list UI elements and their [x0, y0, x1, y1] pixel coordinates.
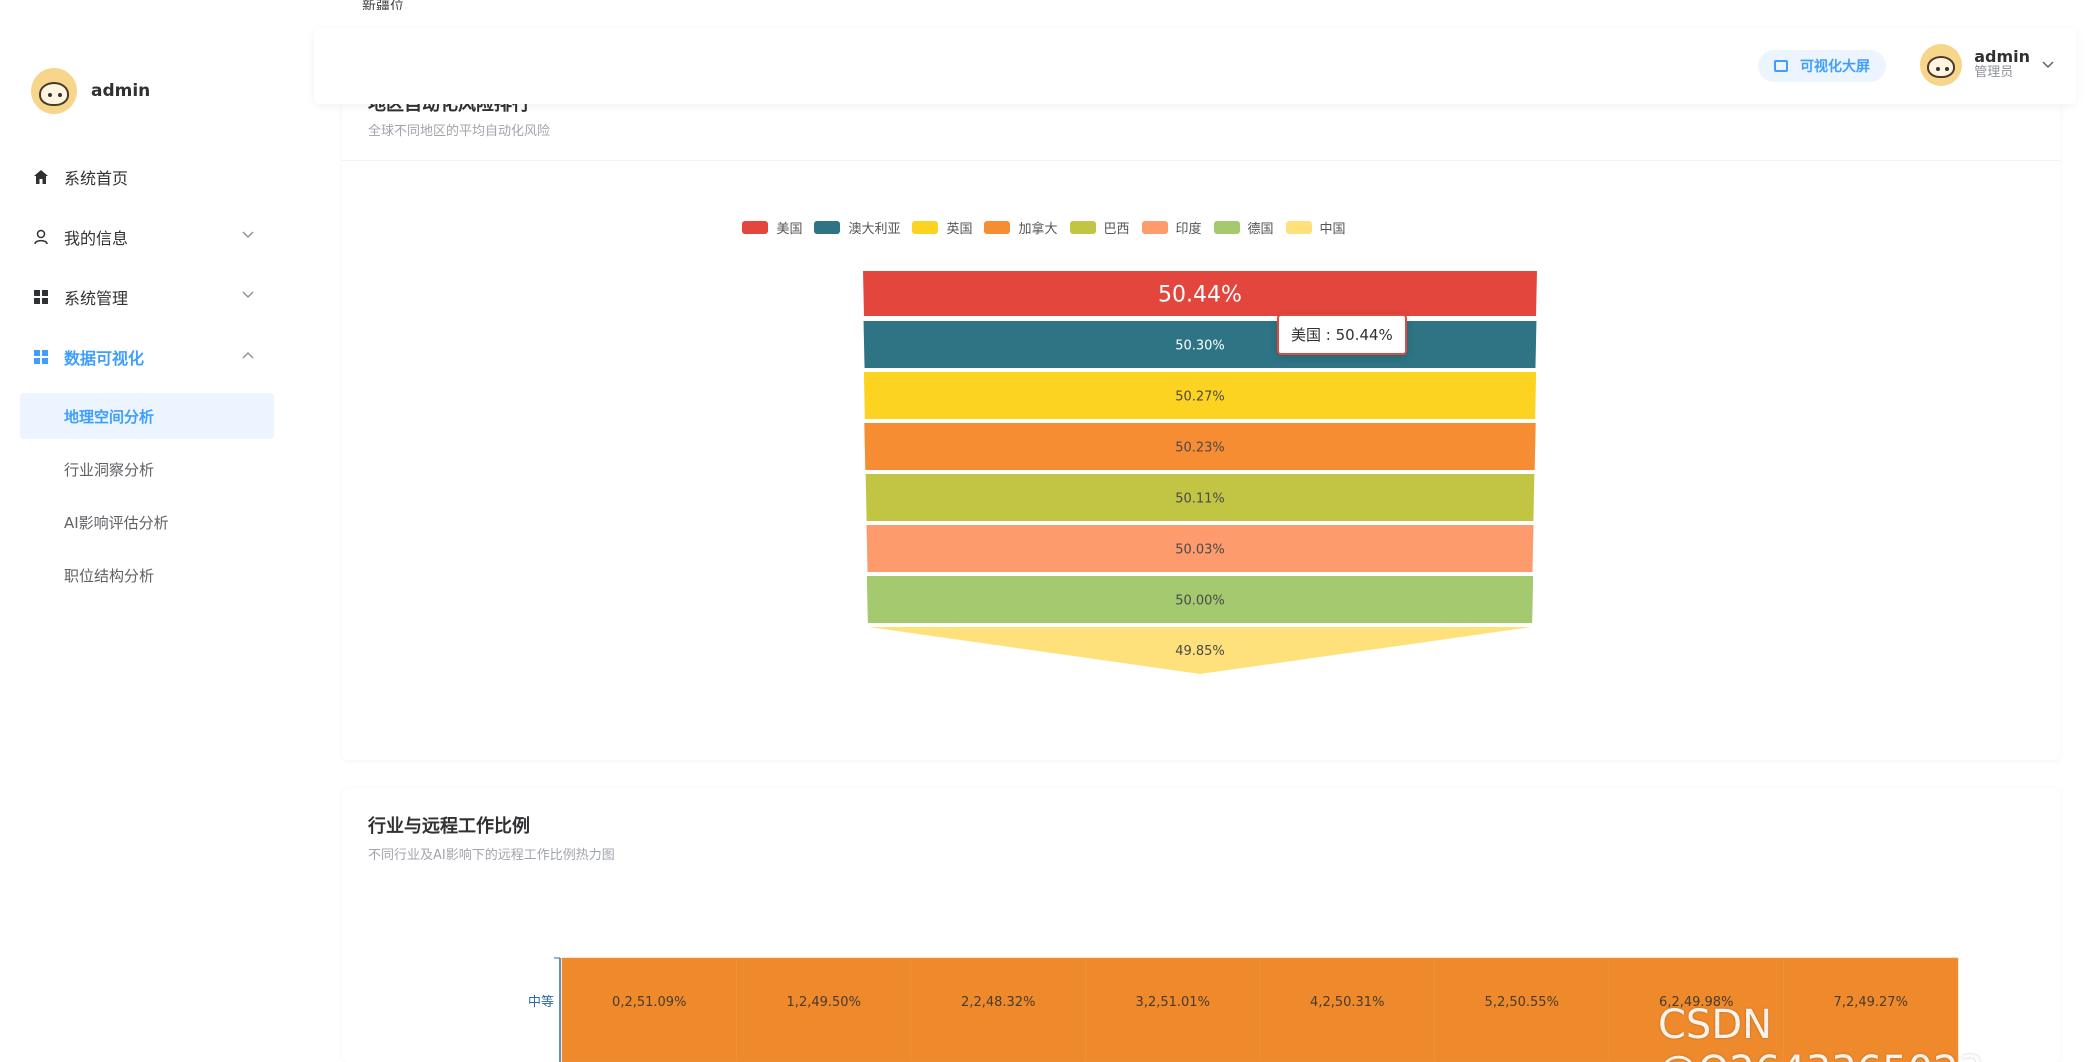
- heatmap-cell[interactable]: [1783, 957, 1959, 1062]
- card-subtitle: 不同行业及AI影响下的远程工作比例热力图: [368, 848, 615, 863]
- chevron-down-icon: [2042, 58, 2054, 72]
- card-divider: [342, 160, 2060, 161]
- legend-item[interactable]: 印度: [1141, 218, 1202, 237]
- legend-label: 加拿大: [1018, 222, 1058, 237]
- funnel-label: 49.85%: [1175, 644, 1225, 659]
- funnel-label: 50.30%: [1175, 339, 1225, 354]
- funnel-layer[interactable]: [863, 372, 1537, 419]
- sidebar-item-label: 系统管理: [64, 289, 129, 308]
- funnel-layer[interactable]: [866, 576, 1534, 623]
- legend-label: 美国: [776, 222, 803, 237]
- chart-tooltip: 美国 : 50.44%: [1277, 314, 1407, 355]
- heatmap-cell-label: 4,2,50.31%: [1310, 995, 1384, 1010]
- heatmap-cell-label: 7,2,49.27%: [1834, 995, 1908, 1010]
- funnel-label: 50.11%: [1175, 492, 1225, 507]
- heatmap-cell-label: 1,2,49.50%: [787, 995, 861, 1010]
- legend-item[interactable]: 美国: [742, 218, 802, 237]
- legend-item[interactable]: 巴西: [1069, 218, 1130, 237]
- legend-label: 德国: [1247, 222, 1274, 237]
- legend-item[interactable]: 澳大利亚: [814, 218, 900, 237]
- monitor-icon: [1774, 60, 1788, 72]
- funnel-label: 50.27%: [1175, 390, 1225, 405]
- sidebar-item-my-info[interactable]: 我的信息: [32, 222, 262, 252]
- legend-swatch: [814, 221, 841, 234]
- funnel-layer[interactable]: [868, 627, 1532, 674]
- funnel-layer[interactable]: [864, 423, 1536, 470]
- legend-item[interactable]: 加拿大: [984, 218, 1058, 237]
- funnel-layer[interactable]: [860, 269, 1540, 318]
- funnel-label: 50.03%: [1175, 543, 1225, 558]
- legend-item[interactable]: 英国: [912, 218, 972, 237]
- legend-item[interactable]: 中国: [1285, 218, 1346, 237]
- funnel-label: 50.23%: [1175, 441, 1225, 456]
- funnel-label: 50.44%: [1158, 283, 1242, 308]
- legend-label: 巴西: [1103, 222, 1130, 237]
- top-header: 可视化大屏 admin 管理员: [314, 28, 2076, 104]
- legend-label: 印度: [1175, 222, 1202, 237]
- heatmap-cell[interactable]: [1608, 957, 1784, 1062]
- sidebar-item-home[interactable]: 系统首页: [32, 162, 262, 192]
- grid-icon: [32, 348, 50, 366]
- sidebar-brand: admin: [31, 68, 150, 114]
- heatmap-cell[interactable]: [910, 957, 1086, 1062]
- sidebar-item-system-management[interactable]: 系统管理: [32, 282, 262, 312]
- chevron-up-icon: [242, 348, 254, 362]
- sidebar-subitem-job-structure[interactable]: 职位结构分析: [64, 566, 155, 585]
- heatmap-cell-label: 6,2,49.98%: [1659, 995, 1733, 1010]
- avatar: [1920, 44, 1963, 86]
- heatmap-cell-label: 0,2,51.09%: [612, 995, 686, 1010]
- heatmap-cell[interactable]: [1085, 957, 1261, 1062]
- sidebar: admin 系统首页 我的信息 系统管理 数据可视化 地理空间: [0, 0, 300, 1062]
- funnel-legend: 美国 澳大利亚 英国 加拿大 巴西 印度 德国 中国: [0, 218, 2088, 237]
- card-subtitle: 全球不同地区的平均自动化风险: [368, 124, 551, 139]
- sidebar-item-label: 我的信息: [64, 229, 129, 248]
- heatmap-cell[interactable]: [1434, 957, 1610, 1062]
- sidebar-subitem-industry-insight[interactable]: 行业洞察分析: [64, 460, 155, 479]
- legend-label: 中国: [1319, 222, 1346, 237]
- legend-label: 澳大利亚: [848, 222, 901, 237]
- heatmap-cell-label: 5,2,50.55%: [1485, 995, 1559, 1010]
- heatmap-cell[interactable]: [1259, 957, 1435, 1062]
- sidebar-subitem-geo-analysis[interactable]: 地理空间分析: [20, 393, 274, 439]
- user-role: 管理员: [1974, 65, 2014, 80]
- watermark: CSDN @Q2643365023: [1658, 1002, 1984, 1062]
- avatar: [31, 68, 77, 114]
- legend-swatch: [1213, 221, 1240, 234]
- sidebar-item-label: 系统首页: [64, 169, 129, 188]
- sidebar-item-data-visualization[interactable]: 数据可视化: [32, 342, 262, 372]
- legend-item[interactable]: 德国: [1213, 218, 1274, 237]
- chevron-down-icon: [242, 228, 254, 242]
- grid-icon: [32, 288, 50, 306]
- tab-fragment[interactable]: 新疆位: [362, 0, 404, 10]
- heatmap-y-label: 中等: [528, 994, 554, 1010]
- heatmap-cell[interactable]: [561, 957, 737, 1062]
- funnel-layer[interactable]: [866, 525, 1534, 572]
- brand-name: admin: [91, 81, 151, 101]
- sidebar-item-label: 数据可视化: [64, 349, 145, 368]
- heatmap-cell[interactable]: [736, 957, 912, 1062]
- funnel-label: 50.00%: [1175, 594, 1225, 609]
- heatmap-cell-label: 3,2,51.01%: [1136, 995, 1210, 1010]
- legend-label: 英国: [946, 222, 973, 237]
- legend-swatch: [1141, 221, 1168, 234]
- legend-swatch: [742, 221, 769, 234]
- legend-swatch: [1285, 221, 1312, 234]
- bigscreen-button[interactable]: 可视化大屏: [1758, 50, 1886, 82]
- home-icon: [32, 168, 50, 186]
- user-menu[interactable]: admin 管理员: [1920, 44, 2054, 86]
- chevron-down-icon: [242, 288, 254, 302]
- card-title: 行业与远程工作比例: [368, 816, 530, 837]
- user-name: admin: [1974, 47, 2030, 66]
- legend-swatch: [984, 221, 1011, 234]
- sidebar-subitem-ai-impact[interactable]: AI影响评估分析: [64, 513, 169, 532]
- legend-swatch: [912, 221, 939, 234]
- bigscreen-label: 可视化大屏: [1800, 59, 1870, 75]
- heatmap-cell-label: 2,2,48.32%: [961, 995, 1035, 1010]
- user-icon: [32, 228, 50, 246]
- funnel-layer[interactable]: [865, 474, 1535, 521]
- legend-swatch: [1069, 221, 1096, 234]
